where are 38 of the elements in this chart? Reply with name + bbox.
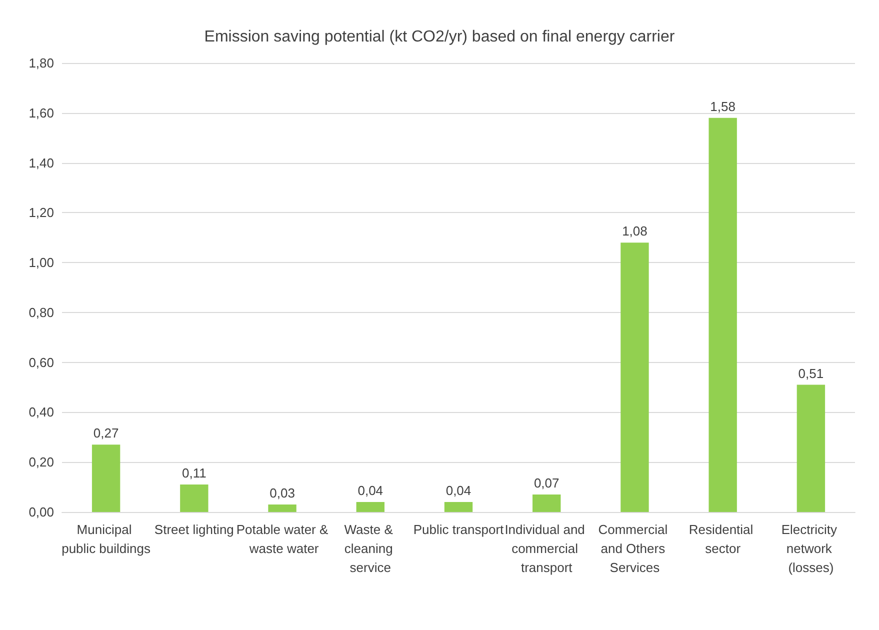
- data-label: 0,51: [798, 366, 824, 381]
- x-tick-label: Municipal public buildings: [62, 522, 151, 556]
- bar: [92, 444, 120, 512]
- bar: [356, 502, 384, 512]
- data-label: 0,27: [93, 426, 119, 441]
- y-tick-label: 1,80: [28, 56, 54, 70]
- data-label: 0,04: [358, 483, 384, 498]
- bar: [268, 504, 296, 512]
- y-tick-label: 1,00: [28, 255, 54, 270]
- x-tick-label: Waste & cleaning service: [344, 522, 397, 575]
- x-tick-label: Commercial and Others Services: [598, 522, 672, 575]
- data-label: 0,03: [270, 486, 295, 501]
- bar: [444, 502, 473, 512]
- x-tick-label: Potable water & waste water: [236, 522, 328, 556]
- chart-title: Emission saving potential (kt CO2/yr) based on final energy carrier: [204, 28, 676, 46]
- data-label: 0,04: [446, 483, 472, 498]
- data-label: 1,58: [710, 98, 736, 114]
- bar: [180, 484, 208, 512]
- y-tick-label: 0,60: [28, 354, 54, 370]
- y-tick-label: 0,80: [28, 304, 54, 320]
- bar: [532, 494, 561, 512]
- x-tick-label: Street lighting: [154, 522, 234, 537]
- y-tick-label: 1,20: [28, 205, 54, 220]
- y-tick-label: 0,20: [28, 454, 54, 470]
- x-tick-label: Residential sector: [688, 522, 757, 556]
- bar: [620, 242, 649, 512]
- data-label: 1,08: [622, 224, 648, 239]
- x-tick-label: Electricity network (losses): [781, 522, 841, 575]
- bar: [708, 118, 737, 512]
- data-label: 0,07: [534, 476, 560, 491]
- y-tick-label: 0,40: [28, 404, 54, 420]
- data-label: 0,11: [182, 466, 206, 481]
- y-tick-label: 1,60: [28, 105, 54, 120]
- bar: [796, 384, 826, 512]
- y-tick-label: 0,00: [28, 504, 54, 520]
- y-tick-label: 1,40: [28, 155, 54, 170]
- x-tick-label: Public transport: [413, 522, 504, 537]
- x-tick-label: Individual and commercial transport: [504, 522, 589, 575]
